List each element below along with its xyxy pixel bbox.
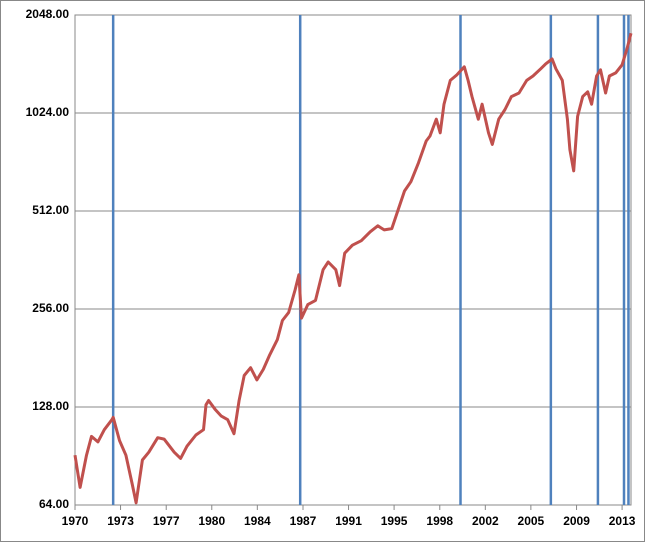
x-tick-label: 1980 [198, 514, 225, 528]
x-tick-label: 1987 [290, 514, 317, 528]
x-tick-label: 1970 [62, 514, 89, 528]
y-tick-label: 128.00 [32, 399, 69, 413]
x-tick-label: 2005 [518, 514, 545, 528]
y-tick-label: 512.00 [32, 203, 69, 217]
y-tick-label: 1024.00 [26, 105, 70, 119]
x-tick-label: 2002 [472, 514, 499, 528]
data-line [73, 32, 633, 505]
x-tick-label: 1998 [426, 514, 453, 528]
x-tick-label: 2009 [563, 514, 590, 528]
y-tick-label: 256.00 [32, 301, 69, 315]
plot-area [74, 14, 632, 506]
x-tick-label: 1995 [381, 514, 408, 528]
x-tick-label: 1977 [153, 514, 180, 528]
x-tick-label: 1984 [244, 514, 271, 528]
x-tick-label: 2013 [609, 514, 636, 528]
x-tick-label: 1973 [107, 514, 134, 528]
x-tick-label: 1991 [335, 514, 362, 528]
y-tick-label: 2048.00 [26, 7, 70, 21]
y-tick-label: 64.00 [39, 497, 69, 511]
